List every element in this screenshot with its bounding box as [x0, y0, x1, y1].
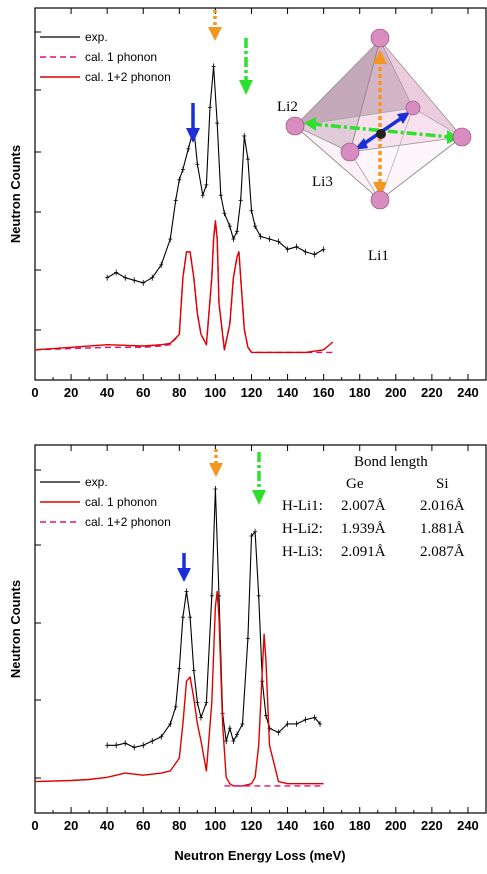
x-tick-label: 0 [31, 818, 38, 833]
green-arrow-head [239, 80, 253, 95]
bond-length-table: Bond length Ge Si H-Li1: 2.007Å 2.016Å H… [282, 454, 465, 560]
atom-right [452, 127, 472, 147]
orange-bond-head-down [373, 182, 387, 196]
series-line-cal-1-2-phonon [34, 220, 334, 354]
green-bond-arrow [311, 122, 451, 139]
label-li3: Li3 [312, 174, 333, 190]
bottom-y-ticks [35, 469, 41, 779]
top-y-axis-label: Neutron Counts [8, 145, 23, 243]
bottom-peak-arrows [177, 449, 266, 582]
x-tick-label: 40 [100, 818, 114, 833]
top-legend: exp. cal. 1 phonon cal. 1+2 phonon [40, 30, 171, 84]
bottom-legend: exp. cal. 1 phonon cal. 1+2 phonon [40, 475, 171, 529]
atom-li3 [340, 142, 360, 162]
bottom-x-ticks: 0 20 40 60 80 100 120 140 160 180 200 220 240 [31, 445, 479, 833]
x-tick-label: 220 [421, 385, 443, 400]
table-col-ge: Ge [346, 476, 364, 492]
bottom-series-group [34, 486, 324, 787]
x-axis-label: Neutron Energy Loss (meV) [174, 848, 345, 863]
top-series-group [34, 63, 334, 354]
atom-li2 [285, 116, 305, 136]
table-cell-ge: 2.007Å [341, 498, 386, 514]
octahedron-edge-3 [294, 125, 381, 201]
table-row-label: H-Li2: [282, 521, 323, 537]
x-tick-label: 0 [31, 385, 38, 400]
top-x-ticks: 0 20 40 60 80 100 120 140 160 180 200 220 240 [31, 8, 479, 400]
x-tick-label: 180 [349, 818, 371, 833]
top-y-ticks [35, 31, 41, 331]
table-cell-si: 2.016Å [420, 498, 465, 514]
series-line-cal-1-phonon [34, 220, 333, 354]
x-tick-label: 160 [313, 818, 335, 833]
series-line-cal-1-phonon [34, 590, 324, 787]
table-title: Bond length [354, 454, 428, 470]
x-tick-label: 20 [64, 385, 78, 400]
blue-arrow-head [186, 128, 200, 143]
blue-arrow-head-bottom [177, 568, 191, 582]
atom-h-center [376, 129, 386, 139]
x-tick-label: 60 [136, 818, 150, 833]
x-tick-label: 80 [172, 385, 186, 400]
bottom-plot-frame [34, 444, 487, 814]
x-tick-label: 140 [277, 385, 299, 400]
x-tick-label: 240 [457, 818, 479, 833]
x-tick-label: 180 [349, 385, 371, 400]
table-row-label: H-Li3: [282, 544, 323, 560]
x-tick-label: 240 [457, 385, 479, 400]
orange-arrow-head-bottom [209, 463, 223, 477]
orange-bond-head-up [373, 50, 387, 64]
table-row-label: H-Li1: [282, 498, 323, 514]
x-tick-label: 120 [241, 385, 263, 400]
legend-label-cal1: cal. 1 phonon [85, 50, 157, 64]
bottom-panel: 0 20 40 60 80 100 120 140 160 180 200 220 240 Neutro… [8, 444, 487, 863]
table-col-si: Si [436, 476, 449, 492]
legend-label-cal12-bottom: cal. 1+2 phonon [85, 515, 171, 529]
atom-back [405, 100, 421, 116]
table-cell-si: 2.087Å [420, 544, 465, 560]
top-panel: 0 20 40 60 80 100 120 140 160 180 200 220 240 Neutro… [8, 7, 487, 400]
atom-li1 [370, 190, 390, 210]
blue-bond-head-2 [397, 112, 410, 124]
x-tick-label: 100 [205, 818, 227, 833]
x-tick-label: 80 [172, 818, 186, 833]
octahedron-edge-4 [379, 136, 463, 201]
label-li1: Li1 [368, 248, 389, 264]
x-tick-label: 140 [277, 818, 299, 833]
x-tick-label: 220 [421, 818, 443, 833]
x-tick-label: 120 [241, 818, 263, 833]
table-cell-ge: 2.091Å [341, 544, 386, 560]
x-tick-label: 40 [100, 385, 114, 400]
x-tick-label: 100 [205, 385, 227, 400]
table-cell-ge: 1.939Å [341, 521, 386, 537]
octahedron-face-back-right [379, 39, 463, 138]
legend-label-exp-bottom: exp. [85, 475, 108, 489]
legend-label-cal12: cal. 1+2 phonon [85, 70, 171, 84]
green-arrow-head-bottom [252, 490, 266, 505]
x-tick-label: 200 [385, 385, 407, 400]
x-tick-label: 20 [64, 818, 78, 833]
orange-arrow-head [208, 27, 222, 41]
legend-label-exp: exp. [85, 30, 108, 44]
table-cell-si: 1.881Å [420, 521, 465, 537]
legend-label-cal1-bottom: cal. 1 phonon [85, 495, 157, 509]
green-bond-head-left [304, 117, 316, 131]
x-tick-label: 160 [313, 385, 335, 400]
x-tick-label: 60 [136, 385, 150, 400]
atom-top [370, 28, 390, 48]
top-peak-arrows [186, 10, 253, 143]
bottom-y-axis-label: Neutron Counts [8, 580, 23, 678]
top-plot-frame [34, 7, 487, 381]
x-tick-label: 200 [385, 818, 407, 833]
octahedron-inset: Li2 Li3 Li1 [277, 28, 472, 264]
label-li2: Li2 [277, 99, 298, 115]
